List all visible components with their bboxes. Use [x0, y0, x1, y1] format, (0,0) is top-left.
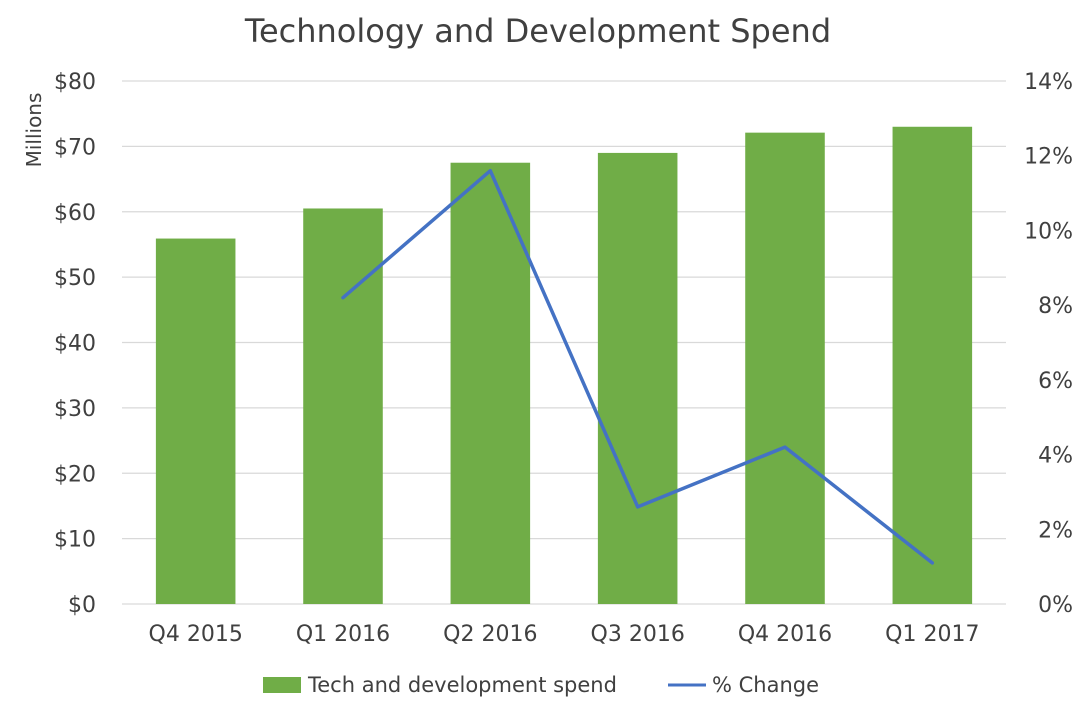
x-axis-ticks: Q4 2015 Q1 2016 Q2 2016 Q3 2016 Q4 2016 Q1 20… [149, 622, 980, 647]
bar [303, 208, 383, 604]
x-tick-label: Q3 2016 [591, 622, 685, 647]
bar [893, 127, 973, 604]
bar [451, 163, 531, 604]
y-left-tick-label: $70 [54, 135, 96, 160]
y-left-tick-label: $40 [54, 332, 96, 357]
y-right-tick-label: 12% [1024, 145, 1073, 170]
y-right-tick-label: 6% [1038, 369, 1073, 394]
x-tick-label: Q1 2017 [885, 622, 979, 647]
legend-label-bar: Tech and development spend [307, 673, 617, 697]
x-tick-label: Q1 2016 [296, 622, 390, 647]
y-left-tick-label: $10 [54, 528, 96, 553]
y-right-tick-label: 0% [1038, 593, 1073, 618]
legend-swatch-bar [263, 677, 301, 693]
y-right-tick-label: 10% [1024, 219, 1073, 244]
y-right-tick-label: 8% [1038, 294, 1073, 319]
y-left-tick-label: $30 [54, 397, 96, 422]
bar [598, 153, 678, 604]
y-left-tick-label: $60 [54, 201, 96, 226]
y-left-tick-label: $0 [68, 593, 96, 618]
x-tick-label: Q4 2016 [738, 622, 832, 647]
bar-series [156, 127, 972, 604]
y-axis-left-ticks: $0 $10 $20 $30 $40 $50 $60 $70 $80 [54, 70, 96, 618]
x-tick-label: Q2 2016 [443, 622, 537, 647]
y-right-tick-label: 2% [1038, 518, 1073, 543]
chart-title: Technology and Development Spend [244, 12, 831, 50]
y-right-tick-label: 4% [1038, 444, 1073, 469]
legend: Tech and development spend % Change [263, 673, 819, 697]
y-left-tick-label: $20 [54, 462, 96, 487]
y-axis-left-label: Millions [22, 93, 46, 168]
legend-label-line: % Change [712, 673, 819, 697]
y-left-tick-label: $80 [54, 70, 96, 95]
y-right-tick-label: 14% [1024, 70, 1073, 95]
x-tick-label: Q4 2015 [149, 622, 243, 647]
y-axis-right-ticks: 0% 2% 4% 6% 8% 10% 12% 14% [1024, 70, 1073, 618]
y-left-tick-label: $50 [54, 266, 96, 291]
bar [745, 133, 825, 604]
bar [156, 239, 236, 604]
